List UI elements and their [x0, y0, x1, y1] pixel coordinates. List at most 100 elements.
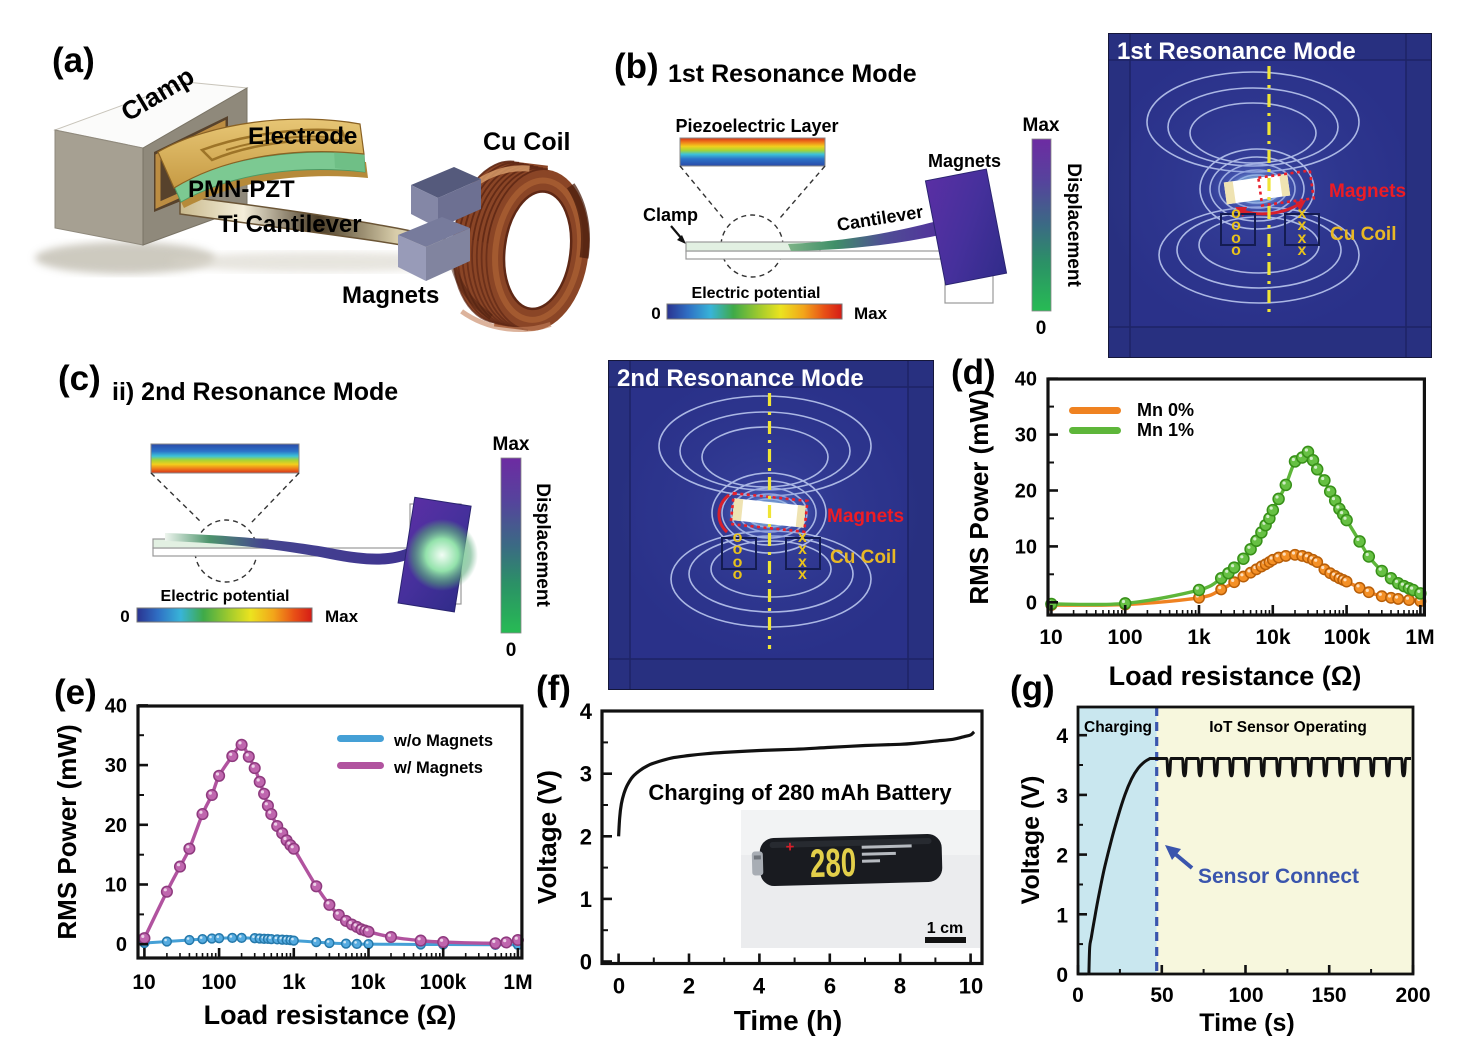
svg-text:+: +	[785, 838, 794, 855]
svg-text:100k: 100k	[1324, 626, 1371, 649]
svg-text:Displacement: Displacement	[1063, 163, 1084, 287]
svg-text:o: o	[1231, 242, 1241, 259]
svg-text:Load resistance (Ω): Load resistance (Ω)	[204, 1000, 457, 1030]
svg-text:Cu Coil: Cu Coil	[830, 547, 897, 568]
svg-text:x: x	[1298, 205, 1307, 222]
svg-text:10: 10	[959, 974, 983, 999]
svg-text:Voltage (V): Voltage (V)	[1017, 776, 1045, 905]
svg-text:30: 30	[105, 755, 127, 777]
svg-text:(g): (g)	[1010, 669, 1055, 708]
svg-text:10: 10	[105, 875, 127, 897]
svg-text:Electric potential: Electric potential	[161, 588, 290, 605]
svg-text:200: 200	[1395, 984, 1430, 1007]
svg-text:1 cm: 1 cm	[927, 920, 963, 937]
svg-text:Time (s): Time (s)	[1199, 1009, 1294, 1037]
svg-text:1st Resonance Mode: 1st Resonance Mode	[1117, 38, 1356, 65]
svg-text:o: o	[733, 529, 743, 546]
svg-text:100: 100	[201, 971, 236, 994]
svg-text:x: x	[798, 529, 807, 546]
svg-text:3: 3	[1056, 785, 1068, 808]
svg-text:Charging: Charging	[1084, 719, 1152, 736]
svg-text:PMN-PZT: PMN-PZT	[188, 176, 295, 203]
svg-text:2: 2	[683, 974, 695, 999]
svg-text:0: 0	[506, 640, 517, 661]
svg-text:2nd Resonance Mode: 2nd Resonance Mode	[617, 365, 864, 392]
svg-text:o: o	[1231, 230, 1241, 247]
svg-text:o: o	[733, 554, 743, 571]
svg-text:RMS Power (mW): RMS Power (mW)	[964, 389, 994, 604]
svg-text:1st Resonance Mode: 1st Resonance Mode	[668, 60, 917, 88]
svg-text:Mn 1%: Mn 1%	[1137, 420, 1194, 440]
svg-text:4: 4	[753, 974, 766, 999]
svg-text:Electrode: Electrode	[248, 123, 357, 150]
svg-text:Max: Max	[1023, 115, 1060, 136]
svg-text:0: 0	[1072, 984, 1084, 1007]
svg-text:Max: Max	[854, 304, 888, 323]
svg-text:Magnets: Magnets	[342, 282, 439, 309]
svg-text:IoT Sensor Operating: IoT Sensor Operating	[1209, 719, 1367, 736]
svg-text:Cu Coil: Cu Coil	[483, 128, 571, 156]
svg-text:o: o	[733, 566, 743, 583]
svg-text:1M: 1M	[1405, 626, 1434, 649]
svg-text:2: 2	[1056, 845, 1068, 868]
svg-text:40: 40	[105, 695, 127, 717]
svg-text:Max: Max	[325, 607, 359, 626]
svg-text:0: 0	[116, 934, 127, 956]
svg-text:(e): (e)	[54, 673, 97, 712]
svg-text:Displacement: Displacement	[532, 483, 553, 607]
svg-text:Cu Coil: Cu Coil	[1330, 224, 1397, 245]
svg-text:8: 8	[894, 974, 906, 999]
svg-text:o: o	[1231, 205, 1241, 222]
svg-text:10k: 10k	[350, 971, 385, 994]
svg-text:Charging of 280 mAh Battery: Charging of 280 mAh Battery	[648, 780, 952, 805]
svg-text:Magnets: Magnets	[928, 151, 1001, 171]
svg-text:10: 10	[1015, 536, 1037, 558]
svg-text:1M: 1M	[503, 971, 532, 994]
svg-text:0: 0	[120, 607, 129, 626]
svg-text:0: 0	[580, 950, 592, 975]
svg-text:Mn 0%: Mn 0%	[1137, 400, 1194, 420]
svg-text:280: 280	[810, 841, 857, 886]
svg-text:100: 100	[1228, 984, 1263, 1007]
svg-text:Ti Cantilever: Ti Cantilever	[218, 211, 362, 238]
svg-text:x: x	[798, 541, 807, 558]
svg-text:20: 20	[105, 815, 127, 837]
svg-text:3: 3	[580, 762, 592, 787]
svg-text:4: 4	[1056, 725, 1068, 748]
svg-text:Clamp: Clamp	[643, 205, 698, 225]
svg-text:x: x	[1298, 230, 1307, 247]
svg-text:(c): (c)	[58, 359, 101, 398]
svg-text:w/ Magnets: w/ Magnets	[393, 759, 483, 777]
svg-text:Magnets: Magnets	[827, 506, 904, 527]
svg-text:50: 50	[1150, 984, 1173, 1007]
svg-text:30: 30	[1015, 425, 1037, 447]
svg-text:4: 4	[580, 699, 593, 724]
svg-text:x: x	[1298, 217, 1307, 234]
svg-text:Sensor Connect: Sensor Connect	[1198, 865, 1359, 888]
svg-text:1k: 1k	[1187, 626, 1211, 649]
svg-text:(b): (b)	[614, 47, 659, 86]
svg-text:20: 20	[1015, 481, 1037, 503]
svg-text:Time (h): Time (h)	[734, 1005, 842, 1036]
svg-text:Max: Max	[493, 434, 530, 455]
svg-text:100k: 100k	[420, 971, 467, 994]
svg-text:10: 10	[132, 971, 155, 994]
svg-text:10: 10	[1039, 626, 1062, 649]
svg-text:100: 100	[1107, 626, 1142, 649]
svg-text:o: o	[733, 541, 743, 558]
svg-text:x: x	[798, 566, 807, 583]
svg-text:(f): (f)	[536, 669, 571, 708]
svg-text:Voltage (V): Voltage (V)	[532, 770, 562, 904]
svg-text:0: 0	[1036, 318, 1047, 339]
svg-text:1k: 1k	[282, 971, 306, 994]
svg-text:(a): (a)	[52, 41, 95, 80]
svg-text:0: 0	[1026, 592, 1037, 614]
svg-text:0: 0	[1056, 964, 1068, 987]
svg-text:150: 150	[1311, 984, 1346, 1007]
svg-text:x: x	[798, 554, 807, 571]
svg-text:o: o	[1231, 217, 1241, 234]
svg-text:10k: 10k	[1255, 626, 1290, 649]
svg-text:1: 1	[580, 887, 592, 912]
svg-text:1: 1	[1056, 904, 1068, 927]
svg-text:2: 2	[580, 824, 592, 849]
